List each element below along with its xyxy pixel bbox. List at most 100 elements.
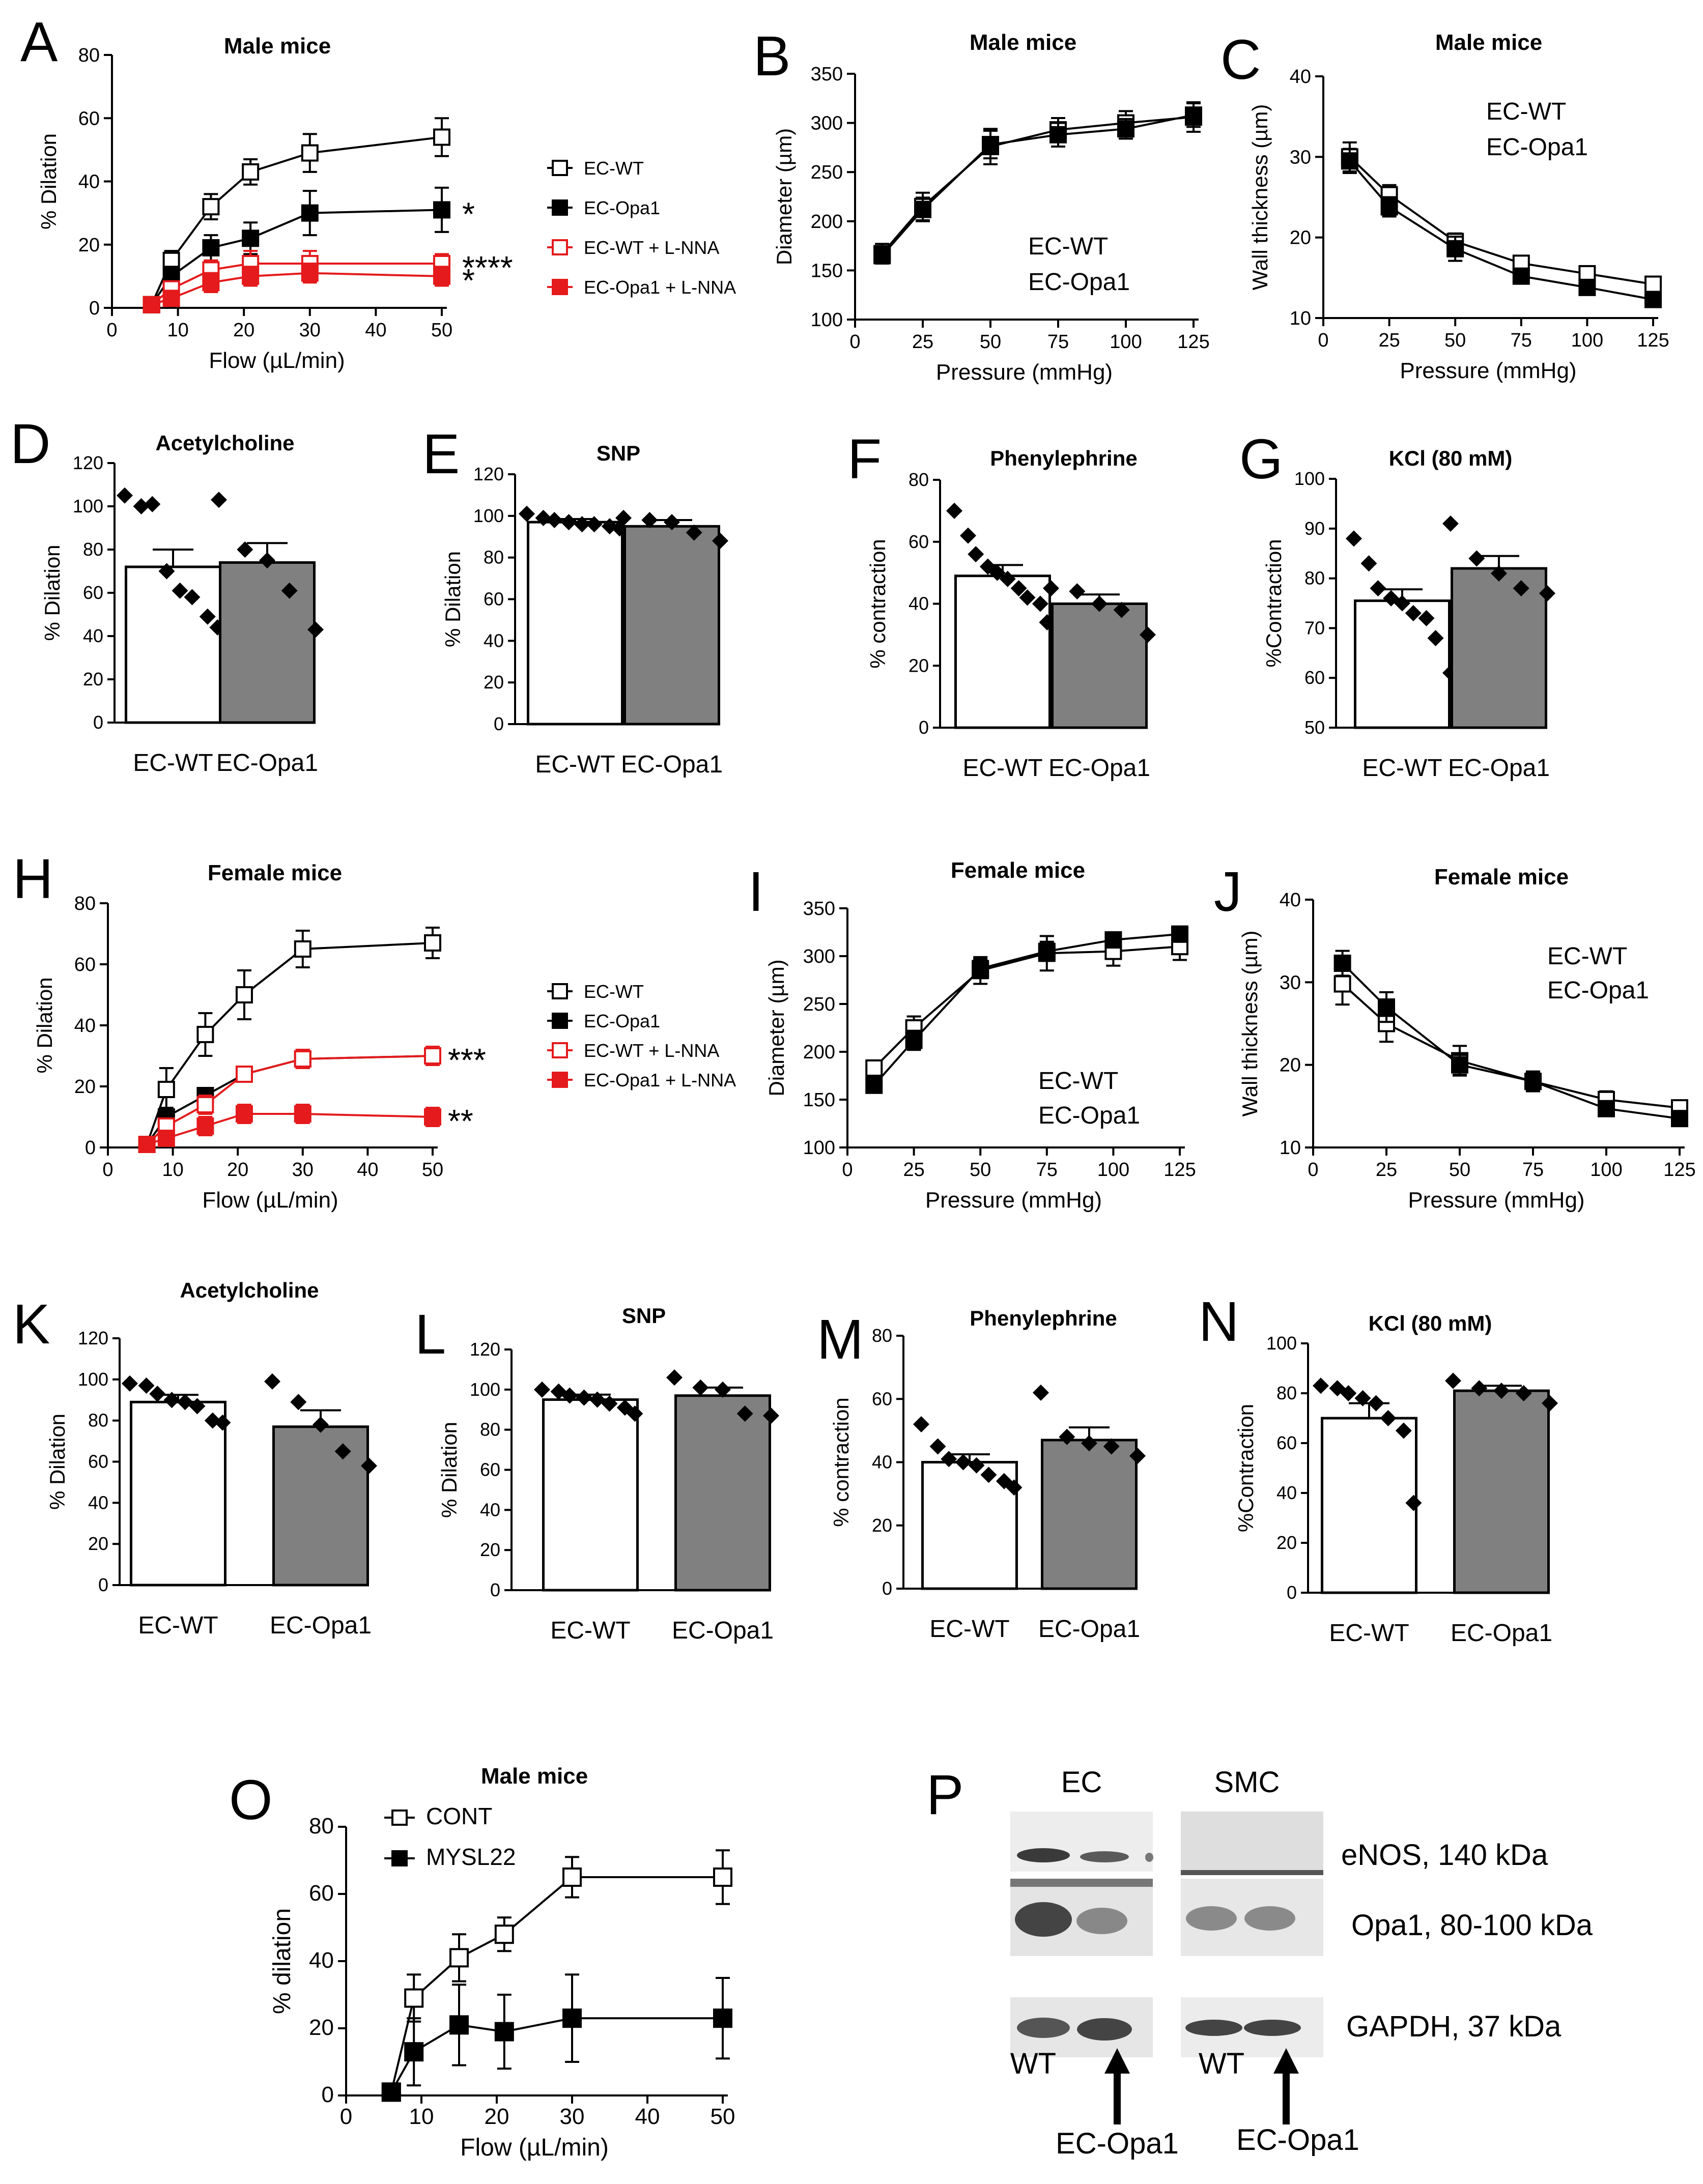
data-point bbox=[157, 1130, 175, 1147]
chart-title: KCl (80 mM) bbox=[1369, 1311, 1492, 1335]
y-tick-label: 10 bbox=[1290, 308, 1311, 329]
series-line bbox=[146, 942, 433, 1145]
y-tick-label: 20 bbox=[909, 655, 929, 676]
legend-label: EC-WT + L-NNA bbox=[584, 237, 719, 258]
y-tick-label: 20 bbox=[83, 669, 103, 689]
data-point bbox=[144, 496, 161, 512]
bar bbox=[219, 561, 316, 724]
chart-title: Male mice bbox=[481, 1764, 588, 1789]
chart-title: SNP bbox=[622, 1304, 666, 1328]
x-tick-label: 125 bbox=[1637, 330, 1669, 351]
series-line bbox=[873, 933, 1180, 1086]
panel-letter-h: H bbox=[13, 848, 53, 910]
data-point bbox=[535, 509, 552, 526]
data-point bbox=[313, 1416, 329, 1433]
x-tick-label: 50 bbox=[1444, 330, 1466, 351]
x-axis-label: Pressure (mmHg) bbox=[1408, 1188, 1584, 1213]
data-point bbox=[1513, 580, 1529, 597]
legend-label: EC-WT bbox=[584, 158, 644, 179]
data-point bbox=[1468, 550, 1485, 567]
data-point bbox=[1405, 605, 1422, 622]
data-point bbox=[1446, 240, 1464, 257]
y-tick-label: 20 bbox=[1276, 1532, 1297, 1553]
y-tick-label: 0 bbox=[490, 1579, 500, 1600]
legend-label: EC-WT + L-NNA bbox=[584, 1040, 719, 1061]
x-tick-label: 75 bbox=[1522, 1159, 1544, 1181]
legend-label: EC-Opa1 + L-NNA bbox=[584, 277, 736, 298]
x-tick-label: 125 bbox=[1663, 1159, 1695, 1181]
y-tick-label: 80 bbox=[78, 45, 100, 66]
data-point bbox=[1515, 1385, 1532, 1401]
y-tick-label: 20 bbox=[74, 1076, 96, 1098]
band-opa1-ec-opa1 bbox=[1076, 1908, 1127, 1934]
chart-title: Phenylephrine bbox=[990, 446, 1137, 470]
y-axis-label: % Dilation bbox=[437, 1422, 461, 1518]
chart-panel-a: A Male mice 0 10 20 30 40 50 0 20 40 60 80 Flow (µL/m… bbox=[20, 11, 736, 373]
data-point bbox=[972, 960, 989, 978]
panel-letter-a: A bbox=[20, 11, 58, 73]
legend-marker bbox=[552, 1042, 568, 1058]
data-point bbox=[122, 1375, 138, 1392]
x-category-label: EC-Opa1 bbox=[1038, 1616, 1140, 1643]
x-axis-label: Flow (µL/min) bbox=[209, 348, 345, 373]
data-point bbox=[158, 563, 175, 580]
band-gapdh-smc-wt bbox=[1185, 2020, 1242, 2036]
x-tick-label: 0 bbox=[842, 1159, 853, 1181]
data-point bbox=[1380, 198, 1398, 216]
x-tick-label: 50 bbox=[711, 2104, 735, 2129]
y-tick-label: 40 bbox=[78, 171, 100, 193]
y-tick-label: 100 bbox=[803, 1137, 835, 1159]
data-point bbox=[955, 1454, 972, 1471]
chart-panel-l: L SNP 0 20 40 60 80 100 120 % Dilation EC-WT EC-Opa… bbox=[415, 1303, 779, 1644]
y-tick-label: 0 bbox=[89, 298, 100, 319]
y-tick-label: 20 bbox=[1280, 1055, 1301, 1076]
y-tick-label: 60 bbox=[872, 1388, 892, 1409]
bar bbox=[1041, 1439, 1138, 1590]
x-tick-label: 100 bbox=[1110, 331, 1142, 353]
data-point bbox=[576, 1389, 592, 1406]
data-point bbox=[968, 1457, 985, 1474]
data-point bbox=[301, 144, 319, 162]
y-tick-label: 20 bbox=[872, 1515, 892, 1536]
data-point bbox=[1405, 1495, 1422, 1511]
chart-title: Phenylephrine bbox=[970, 1306, 1117, 1330]
data-point bbox=[1493, 1383, 1510, 1399]
x-tick-label: 30 bbox=[292, 1159, 314, 1181]
data-point bbox=[149, 1386, 166, 1402]
data-point bbox=[692, 1379, 709, 1396]
bar bbox=[1451, 567, 1547, 729]
data-point bbox=[294, 1050, 311, 1068]
panel-letter-k: K bbox=[13, 1293, 50, 1356]
x-axis-label: Pressure (mmHg) bbox=[936, 360, 1113, 385]
y-tick-label: 40 bbox=[872, 1452, 892, 1473]
bar bbox=[623, 525, 720, 726]
y-tick-label: 30 bbox=[1290, 147, 1311, 168]
x-tick-label: 100 bbox=[1590, 1159, 1622, 1181]
data-point bbox=[1313, 1377, 1329, 1394]
data-point bbox=[1069, 583, 1086, 600]
data-point bbox=[404, 1988, 424, 2008]
series-line bbox=[390, 1876, 723, 2092]
data-point bbox=[1354, 1390, 1371, 1406]
bar bbox=[272, 1425, 369, 1587]
x-category-label: EC-Opa1 bbox=[216, 750, 318, 777]
data-point bbox=[1370, 580, 1386, 597]
legend-marker bbox=[552, 279, 568, 295]
y-tick-label: 40 bbox=[1280, 889, 1301, 911]
data-point bbox=[574, 516, 590, 533]
y-tick-label: 300 bbox=[811, 113, 843, 134]
y-axis-label: % dilation bbox=[269, 1908, 296, 2014]
x-tick-label: 10 bbox=[167, 320, 188, 341]
data-point bbox=[1113, 601, 1130, 618]
bar bbox=[1453, 1389, 1550, 1594]
significance-marker: ** bbox=[448, 1103, 473, 1139]
y-axis-label: % contraction bbox=[866, 539, 890, 668]
data-point bbox=[1427, 629, 1444, 646]
panel-letter-d: D bbox=[10, 413, 50, 475]
data-point bbox=[1539, 585, 1555, 601]
band-opa1-smc-opa1 bbox=[1244, 1906, 1295, 1931]
y-tick-label: 120 bbox=[73, 452, 103, 473]
legend-marker bbox=[552, 1072, 568, 1088]
y-tick-label: 0 bbox=[85, 1137, 96, 1159]
series-line bbox=[151, 209, 442, 305]
